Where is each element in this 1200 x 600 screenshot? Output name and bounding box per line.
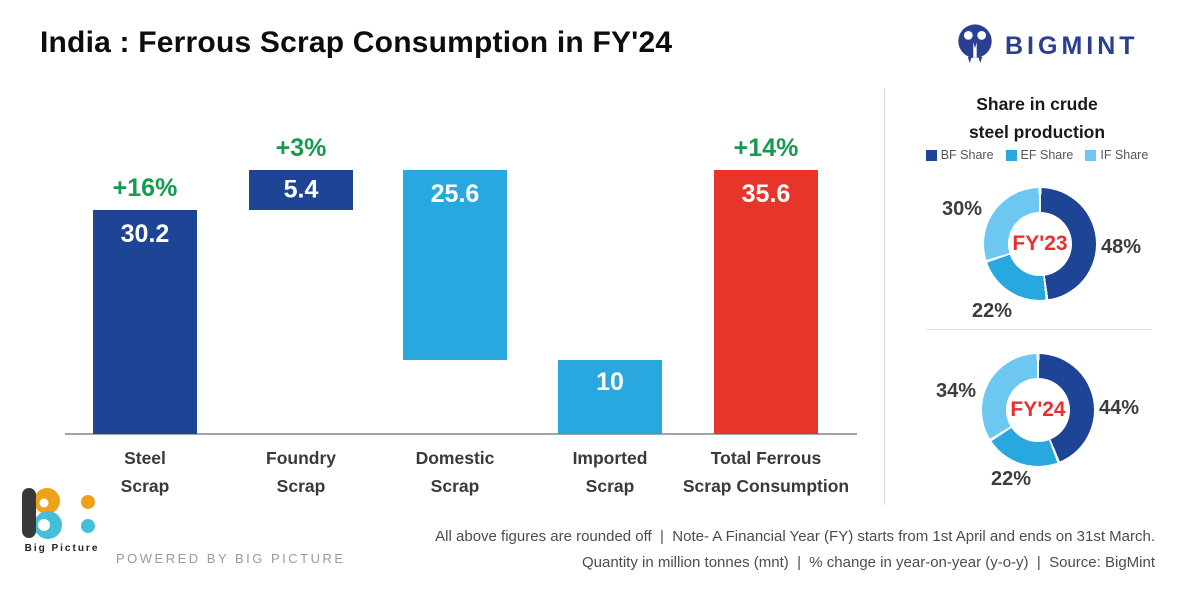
bar-value: 25.6 [430, 180, 480, 208]
bar-foundry: 5.4 [249, 170, 353, 211]
donut-center-label: FY'23 [1012, 232, 1068, 255]
slice-label-if-share: 30% [941, 198, 982, 220]
footnote-line2: Quantity in million tonnes (mnt) | % cha… [581, 554, 1155, 571]
slice-label-bf-share: 48% [1101, 236, 1142, 258]
side-panel-title-line1: Share in crude [976, 94, 1098, 114]
donut-fy23: FY'23 [984, 188, 1096, 300]
bar-steel: 30.2 [93, 210, 197, 434]
bar-value: 35.6 [741, 180, 791, 208]
legend-item-if-share: IF Share [1085, 148, 1148, 162]
legend-item-ef-share: EF Share [1005, 148, 1074, 162]
bar-value: 30.2 [120, 220, 170, 249]
slice-label-bf-share: 44% [1099, 397, 1140, 419]
legend-label: IF Share [1100, 148, 1149, 162]
legend-swatch [1005, 149, 1017, 161]
bigmint-logo: BIGMINT [954, 22, 1139, 71]
growth-label: +3% [275, 134, 327, 162]
growth-label: +14% [733, 134, 799, 162]
category-label: Steel Scrap [120, 448, 170, 496]
slice-label-ef-share: 22% [990, 468, 1032, 490]
bigmint-icon [954, 22, 996, 71]
side-panel-title: Share in crude steel production [900, 90, 1174, 146]
legend-label: BF Share [940, 148, 994, 162]
vertical-divider [884, 88, 885, 505]
slice-label-if-share: 34% [935, 380, 976, 402]
big-picture-logo [20, 486, 98, 549]
donut-separator-line [926, 329, 1152, 330]
donut-fy24: FY'24 [982, 354, 1094, 466]
category-label: Foundry Scrap [266, 448, 336, 496]
bar-domestic: 25.6 [403, 170, 507, 360]
side-panel-title-line2: steel production [968, 122, 1106, 142]
category-label: Domestic Scrap [415, 448, 495, 496]
donut-hole: FY'24 [1006, 378, 1070, 442]
big-picture-logo-text: Big Picture [24, 543, 100, 554]
category-label: Total Ferrous Scrap Consumption [682, 448, 850, 496]
donut-center-label: FY'24 [1010, 398, 1066, 421]
footnote-line1: All above figures are rounded off | Note… [435, 528, 1155, 545]
legend-item-bf-share: BF Share [925, 148, 994, 162]
bigmint-wordmark: BIGMINT [1005, 32, 1139, 60]
growth-label: +16% [112, 174, 178, 203]
bar-imported: 10 [558, 359, 662, 434]
slice-label-ef-share: 22% [971, 300, 1013, 322]
bar-value: 5.4 [283, 175, 319, 204]
donut-hole: FY'23 [1008, 212, 1072, 276]
bar-value: 10 [596, 367, 624, 396]
powered-by-label: POWERED BY BIG PICTURE [116, 551, 346, 566]
legend-swatch [925, 149, 937, 161]
x-axis-line [65, 433, 857, 435]
category-label: Imported Scrap [572, 448, 648, 496]
bar-total-ferrous: 35.6 [714, 170, 818, 434]
page-title: India : Ferrous Scrap Consumption in FY'… [40, 26, 673, 59]
legend-label: EF Share [1020, 148, 1074, 162]
donut-legend: BF Share EF Share IF Share [900, 148, 1174, 162]
legend-swatch [1085, 149, 1097, 161]
